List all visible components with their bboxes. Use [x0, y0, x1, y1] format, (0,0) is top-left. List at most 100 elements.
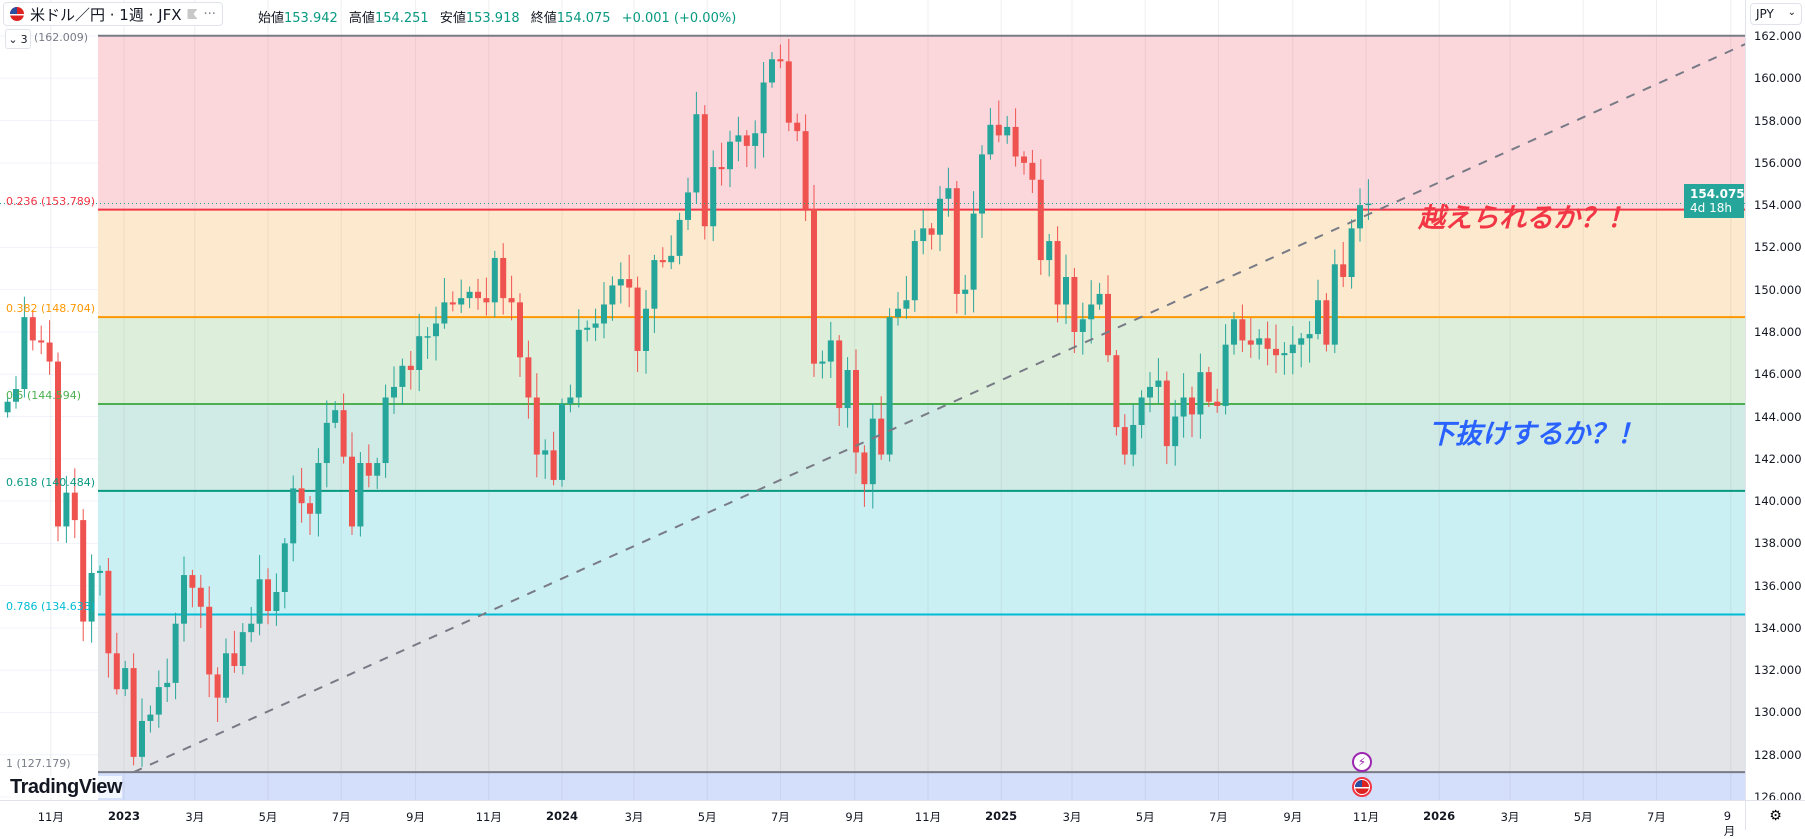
candle-body: [1147, 386, 1153, 398]
currency-select[interactable]: JPY ⌄: [1750, 3, 1802, 25]
candle-body: [1315, 300, 1321, 335]
time-tick: 2025: [985, 809, 1018, 823]
candle-body: [1348, 228, 1355, 277]
candle-body: [1247, 340, 1254, 345]
candle-body: [676, 219, 683, 256]
time-axis[interactable]: 11月 2023 3月 5月 7月 9月 11月 2024 3月 5月 7月 9月 11月 2025 3月 5…: [0, 800, 1745, 838]
candle-body: [920, 228, 927, 242]
candle-body: [1004, 126, 1011, 136]
candle-body: [332, 410, 339, 423]
candle-body: [861, 452, 868, 485]
candle-body: [433, 323, 439, 337]
tradingview-logo[interactable]: TradingView: [10, 776, 122, 798]
candle-body: [836, 340, 843, 409]
change-value: +0.001 (+0.00%): [621, 11, 737, 26]
candle-body: [1289, 344, 1296, 354]
time-tick: 2024: [545, 809, 579, 823]
candle-body: [290, 488, 297, 544]
candle-body: [878, 418, 885, 455]
currency-label: JPY: [1756, 7, 1774, 21]
candle-body: [1180, 397, 1187, 417]
fib-level-label: 1 (127.179): [6, 757, 71, 771]
fib-top-label: (162.009): [34, 31, 89, 44]
candle-body: [953, 188, 960, 294]
price-tick: 158.000: [1754, 113, 1802, 128]
candle-body: [1079, 319, 1086, 332]
candle-body: [869, 418, 876, 485]
candle-body: [189, 575, 196, 588]
time-tick: 11月: [1352, 810, 1380, 824]
price-tick: 136.000: [1754, 578, 1802, 593]
candle-body: [802, 131, 809, 210]
us-flag-event-icon[interactable]: [1352, 777, 1372, 797]
ohlc-legend: 始値153.942 高値154.251 安値153.918 終値154.075 …: [258, 7, 743, 26]
candle-body: [752, 133, 759, 146]
more-icon[interactable]: ···: [203, 6, 216, 22]
candle-body: [928, 228, 935, 235]
annotation-break-above[interactable]: 越えられるか？！: [1418, 203, 1634, 234]
candle-body: [903, 300, 910, 309]
candle-body: [735, 135, 742, 142]
candle-body: [97, 570, 103, 573]
lightning-event-icon[interactable]: ⚡: [1352, 752, 1372, 772]
candle-body: [592, 323, 599, 328]
candle-body: [4, 401, 11, 413]
candle-body: [172, 623, 179, 683]
indicators-collapse-button[interactable]: ⌄ 3: [5, 29, 31, 49]
candle-body: [819, 361, 826, 364]
candle-body: [601, 304, 607, 324]
candle-body: [668, 255, 675, 263]
candle-body: [365, 463, 372, 476]
candle-body: [1113, 355, 1120, 428]
candle-body: [1298, 338, 1305, 345]
candle-body: [1365, 203, 1372, 206]
candle-body: [853, 370, 859, 453]
candle-body: [1054, 241, 1061, 305]
price-tick: 162.000: [1754, 29, 1802, 43]
time-tick: 11月: [914, 810, 942, 824]
price-tick: 150.000: [1754, 282, 1802, 297]
time-tick: 3月: [185, 810, 205, 824]
candle-body: [500, 257, 507, 299]
candle-body: [1163, 380, 1170, 447]
candle-body: [1046, 241, 1053, 261]
candle-body: [584, 327, 591, 330]
candle-body: [181, 575, 187, 624]
price-tick: 140.000: [1754, 494, 1802, 509]
candle-body: [508, 298, 515, 303]
candle-body: [911, 241, 918, 301]
candle-body: [517, 302, 523, 358]
close-key: 終値: [530, 11, 557, 26]
time-tick: 5月: [258, 810, 278, 824]
candle-body: [466, 291, 473, 299]
candle-body: [1214, 401, 1221, 406]
candle-body: [1021, 156, 1027, 163]
candle-body: [256, 579, 263, 624]
fib-level-label: 0.5 (144.594): [6, 388, 82, 402]
fib-zone: [98, 317, 1745, 404]
price-chart[interactable]: [0, 0, 1805, 800]
high-key: 高値: [348, 11, 375, 26]
current-price-label: 154.075 4d 18h: [1684, 184, 1745, 218]
candle-body: [1130, 424, 1137, 455]
candle-body: [685, 192, 691, 220]
candle-body: [340, 410, 347, 457]
fib-level-label: 0.236 (153.789): [6, 194, 96, 208]
symbol-info-pill[interactable]: 米ドル／円 · 1週 · JFX ···: [3, 2, 223, 26]
settings-icon[interactable]: ⚙: [1745, 800, 1805, 830]
price-tick: 154.000: [1754, 198, 1802, 213]
candle-body: [139, 720, 145, 757]
candle-body: [298, 488, 305, 504]
candle-body: [643, 308, 649, 351]
candle-body: [475, 291, 481, 299]
annotation-break-below[interactable]: 下抜けするか？！: [1428, 419, 1644, 450]
time-tick: 11月: [37, 810, 64, 824]
candle-body: [1281, 353, 1288, 356]
candle-body: [1012, 126, 1019, 157]
low-value: 153.918: [465, 11, 520, 26]
price-axis[interactable]: 162.000 160.000 158.000 156.000 154.000 152.0…: [1745, 0, 1805, 804]
flag-marker-icon[interactable]: [187, 9, 198, 19]
candle-body: [407, 365, 414, 371]
candle-body: [550, 450, 557, 480]
candle-body: [1063, 276, 1069, 305]
